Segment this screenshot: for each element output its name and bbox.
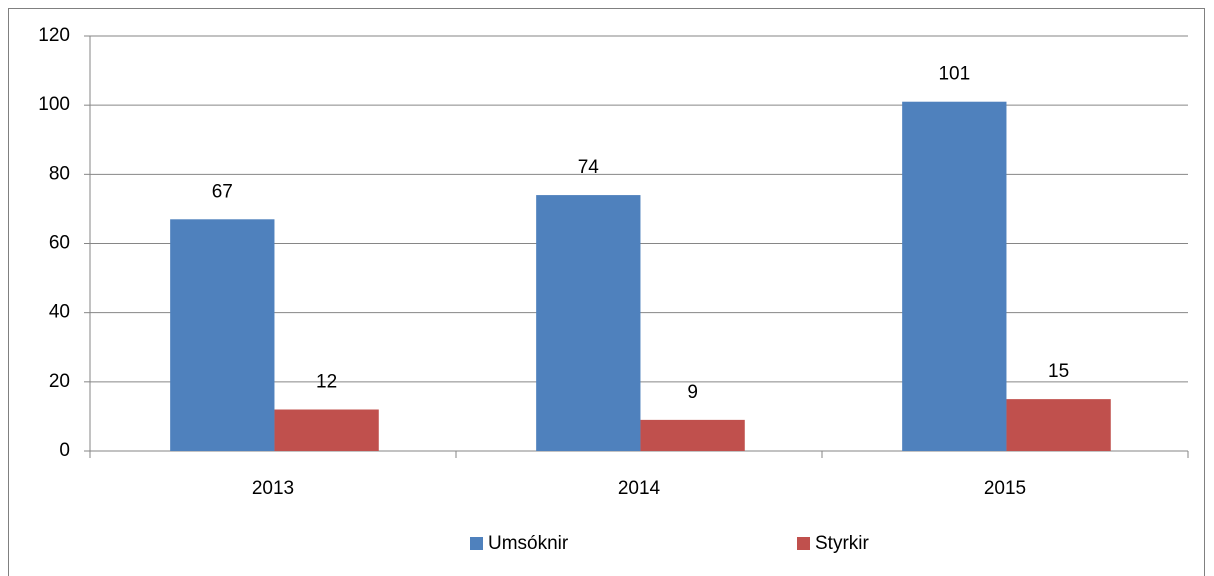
- bar: [1006, 399, 1111, 451]
- x-tick-label: 2015: [984, 478, 1026, 499]
- x-tick-label: 2014: [618, 478, 661, 499]
- legend-swatch: [797, 537, 810, 550]
- y-tick-label: 40: [49, 302, 70, 323]
- x-tick-label: 2013: [252, 478, 294, 499]
- legend-swatch: [470, 537, 483, 550]
- data-label: 74: [578, 157, 600, 178]
- bar: [902, 101, 1007, 451]
- legend-label: Umsóknir: [488, 533, 569, 554]
- data-label: 12: [316, 372, 337, 393]
- data-label: 15: [1048, 361, 1069, 382]
- bar: [536, 195, 641, 451]
- bar: [170, 219, 275, 451]
- legend-label: Styrkir: [815, 533, 870, 554]
- y-tick-label: 120: [38, 25, 70, 46]
- y-tick-label: 80: [49, 163, 70, 184]
- bar: [274, 409, 379, 451]
- y-tick-label: 0: [59, 440, 70, 461]
- data-label: 67: [212, 181, 233, 202]
- bar: [640, 419, 745, 451]
- data-label: 101: [938, 64, 970, 85]
- y-tick-label: 20: [49, 371, 70, 392]
- data-label: 9: [687, 382, 698, 403]
- y-tick-label: 100: [38, 94, 70, 115]
- y-tick-label: 60: [49, 233, 70, 254]
